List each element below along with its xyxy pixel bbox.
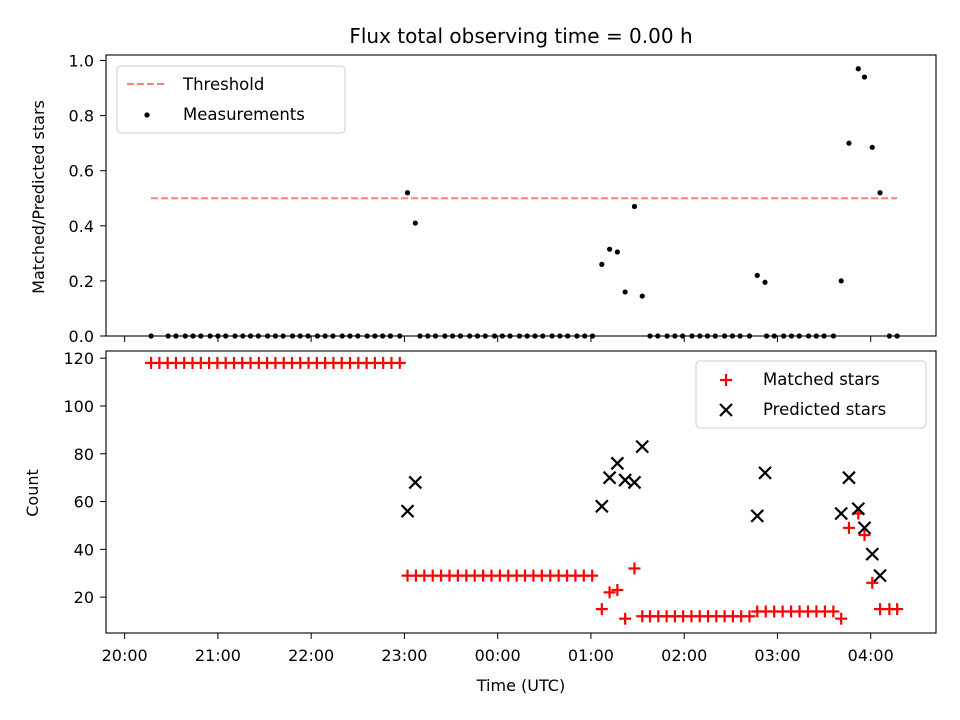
bottom-ytick-label: 20 (74, 588, 94, 607)
matched-star-marker (603, 586, 616, 599)
measurement-point (614, 249, 620, 255)
measurement-point (639, 293, 645, 299)
matched-star-marker (619, 612, 632, 625)
bottom-xlabel: Time (UTC) (476, 676, 565, 695)
predicted-star-marker (750, 509, 765, 523)
top-legend: Threshold Measurements (116, 65, 346, 134)
bottom-legend: Matched stars Predicted stars (695, 360, 927, 429)
legend-matched: Matched stars (763, 370, 880, 389)
legend-predicted: Predicted stars (763, 400, 886, 419)
matched-star-marker (835, 612, 848, 625)
predicted-star-marker (627, 475, 642, 490)
xtick-label: 22:00 (288, 646, 334, 665)
measurement-point (855, 66, 861, 72)
measurement-point (762, 279, 768, 285)
count-panel: Count 20 40 60 80 100 120 20:00 21:00 22:00 23:00… (23, 349, 937, 695)
xtick-label: 00:00 (475, 646, 521, 665)
top-ytick-label: 0.8 (69, 107, 94, 126)
predicted-star-marker (610, 456, 625, 471)
xtick-label: 20:00 (102, 646, 148, 665)
matched-star-marker (628, 562, 641, 575)
measurement-point (877, 190, 883, 196)
legend-measurements: Measurements (183, 105, 305, 124)
top-ytick-label: 0.0 (69, 327, 94, 346)
predicted-star-marker (595, 499, 609, 514)
chart-title: Flux total observing time = 0.00 h (349, 24, 692, 48)
predicted-star-marker (857, 521, 872, 535)
matched-star-marker (874, 603, 887, 616)
measurement-point (599, 261, 605, 267)
legend-threshold: Threshold (182, 75, 264, 94)
matched-star-marker (891, 603, 904, 616)
predicted-star-marker (408, 475, 423, 490)
predicted-star-marker (873, 568, 887, 583)
measurement-point (404, 190, 411, 196)
measurement-point (622, 289, 628, 295)
measurement-point (838, 278, 844, 284)
matched-star-marker (611, 583, 624, 596)
measurement-point (412, 220, 418, 226)
xtick-label: 23:00 (381, 646, 427, 665)
xtick-label: 02:00 (661, 646, 707, 665)
bottom-ytick-label: 100 (63, 397, 94, 416)
top-ytick-label: 0.2 (69, 272, 94, 291)
predicted-star-marker (635, 439, 650, 454)
predicted-star-marker (865, 547, 880, 561)
measurement-point (606, 246, 613, 252)
top-axes-frame (105, 54, 937, 337)
predicted-star-marker (400, 504, 415, 518)
measurement-point (861, 74, 868, 80)
ratio-panel: Matched/Predicted stars 0.0 0.2 0.4 0.6 0.8 1… (29, 52, 937, 346)
xtick-label: 21:00 (195, 646, 241, 665)
xtick-label: 01:00 (568, 646, 614, 665)
predicted-star-marker (834, 506, 848, 521)
measurement-point (754, 272, 760, 278)
predicted-star-marker (851, 501, 866, 516)
matched-star-marker (827, 605, 840, 618)
matched-star-marker (842, 521, 855, 534)
measurement-point (869, 144, 875, 150)
matched-star-marker (866, 576, 879, 589)
top-ylabel: Matched/Predicted stars (29, 100, 48, 294)
matched-star-marker (743, 610, 756, 623)
predicted-star-marker (758, 466, 772, 480)
predicted-star-marker (602, 470, 617, 485)
matched-star-marker (393, 356, 406, 369)
matched-star-marker (586, 569, 599, 582)
xtick-label: 04:00 (848, 646, 894, 665)
measurement-point (631, 203, 638, 210)
matched-star-marker (858, 529, 871, 542)
bottom-ytick-label: 40 (74, 540, 94, 559)
matched-star-marker (636, 610, 649, 623)
bottom-ylabel: Count (23, 469, 42, 517)
bottom-axes-frame (105, 350, 937, 634)
top-ytick-label: 0.6 (69, 162, 94, 181)
predicted-star-marker (842, 470, 856, 485)
top-ytick-label: 1.0 (69, 52, 94, 71)
top-ytick-label: 0.4 (69, 217, 94, 236)
matched-star-marker (595, 603, 608, 616)
xtick-label: 03:00 (754, 646, 800, 665)
bottom-ytick-label: 60 (74, 493, 94, 512)
measurement-point (846, 140, 852, 146)
bottom-ytick-label: 120 (63, 349, 94, 368)
bottom-ytick-label: 80 (74, 445, 94, 464)
